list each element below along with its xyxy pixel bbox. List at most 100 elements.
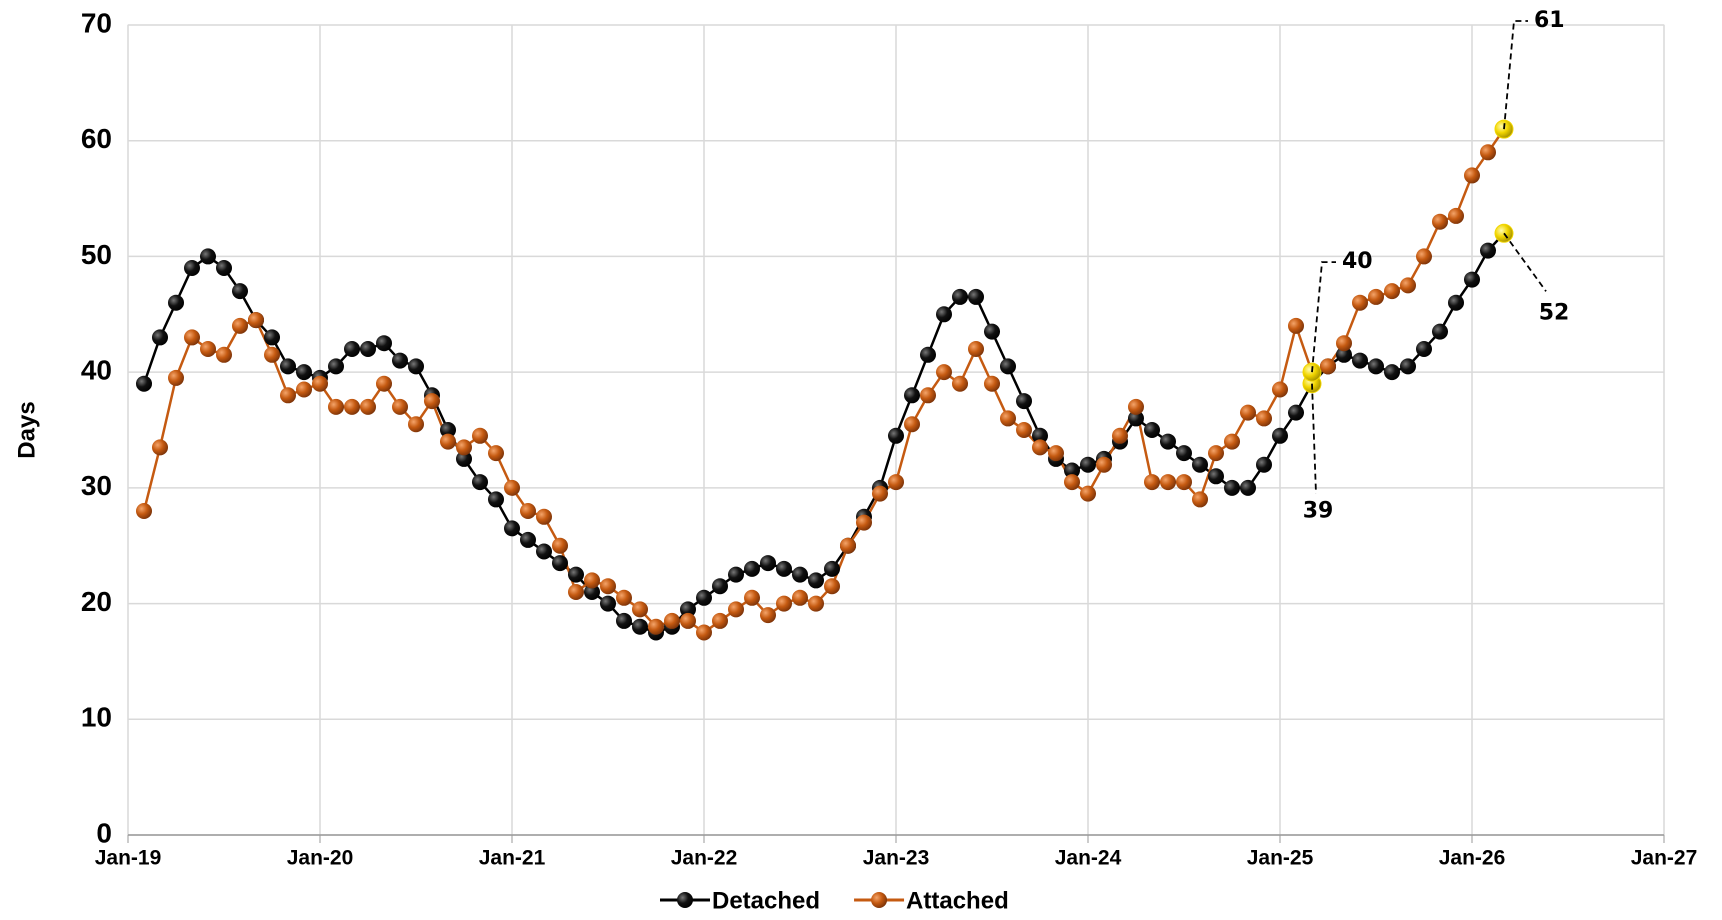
point [408,416,424,433]
point [168,294,184,311]
y-axis-label: Days [13,401,40,458]
x-tick-label: Jan-21 [479,847,546,870]
point [472,474,488,491]
point [856,514,872,531]
point [952,288,968,305]
y-tick-label: 0 [96,817,112,848]
data-label: 39 [1303,499,1334,524]
point [840,537,856,554]
data-label: 52 [1539,300,1570,325]
point [1192,456,1208,473]
y-tick-label: 70 [81,7,112,38]
point [1032,439,1048,456]
point [296,364,312,381]
point [1272,381,1288,398]
point [1448,294,1464,311]
point [1432,213,1448,230]
annotation-leader [1503,232,1547,292]
point [472,427,488,444]
point [1480,242,1496,259]
point [504,520,520,537]
x-tick-label: Jan-24 [1055,847,1122,870]
point [184,329,200,346]
point [888,427,904,444]
point [1176,445,1192,462]
point [1352,294,1368,311]
point [1128,398,1144,415]
point [392,398,408,415]
point [376,335,392,352]
point [232,317,248,334]
x-tick-label: Jan-25 [1247,847,1314,870]
point [1464,271,1480,288]
point [968,341,984,357]
point [808,595,824,612]
point [536,543,552,560]
y-tick-label: 10 [81,702,112,733]
point [1096,456,1112,473]
point [1208,468,1224,485]
y-tick-label: 60 [81,123,112,154]
point [600,578,616,595]
point [1256,456,1272,473]
point [1080,456,1096,473]
point [632,601,648,618]
point [136,375,152,392]
point [1144,422,1160,438]
point [1240,404,1256,421]
point [1128,410,1144,427]
point [872,485,888,502]
point [1464,167,1480,184]
point [456,450,472,467]
point [760,607,776,624]
point [600,595,616,612]
point [408,358,424,375]
point [888,474,904,491]
point [712,612,728,629]
point [440,422,456,438]
point [1448,207,1464,224]
point [216,346,232,363]
x-tick-label: Jan-19 [95,847,162,870]
point [1336,346,1352,363]
point [344,398,360,415]
point [1416,341,1432,357]
point [1368,358,1384,375]
point [1080,485,1096,502]
annotation-leader [1311,383,1317,494]
point [328,398,344,415]
point [616,589,632,606]
point [808,572,824,589]
point [1240,479,1256,496]
point [728,601,744,618]
point [360,341,376,357]
point [1208,445,1224,462]
point [200,341,216,357]
point [648,618,664,635]
point [1000,410,1016,427]
point [776,560,792,577]
y-tick-label: 40 [81,355,112,386]
point [456,439,472,456]
point [824,578,840,595]
point [1416,248,1432,265]
x-tick-label: Jan-22 [671,847,738,870]
point [792,589,808,606]
point [232,283,248,300]
point [152,439,168,456]
point [264,329,280,346]
point [1320,358,1336,375]
point [728,566,744,583]
point [904,387,920,404]
x-tick-label: Jan-20 [287,847,354,870]
point [632,618,648,635]
point [1256,410,1272,427]
point [1224,433,1240,450]
point [552,555,568,572]
legend-marker [871,892,888,908]
point [568,584,584,600]
point [936,364,952,381]
point [520,503,536,519]
point [504,479,520,496]
